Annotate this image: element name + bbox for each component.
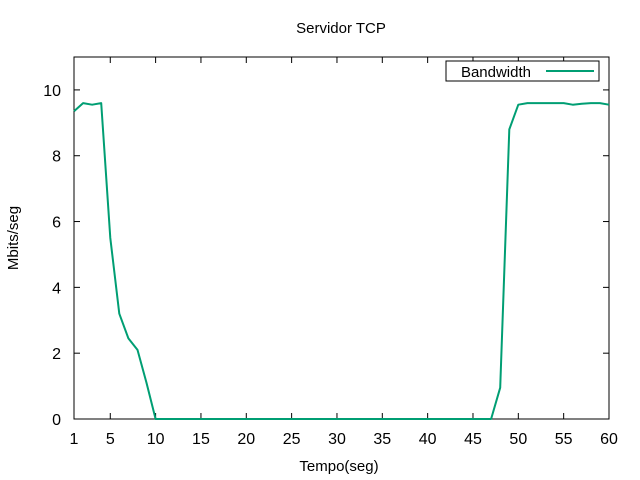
series-layer [73, 102, 610, 420]
y-tick-label: 6 [52, 215, 61, 232]
x-tick-label: 60 [600, 431, 618, 448]
x-tick-label: 55 [555, 431, 573, 448]
y-tick-label: 8 [52, 149, 61, 166]
x-axis-label: Tempo(seg) [299, 458, 378, 475]
y-tick-label: 10 [43, 83, 61, 100]
y-tick-label: 0 [52, 412, 61, 429]
series-line-0 [73, 102, 610, 420]
legend: Bandwidth [445, 60, 600, 82]
x-tick-label: 1 [70, 431, 79, 448]
x-tick-label: 40 [419, 431, 437, 448]
y-axis-label: Mbits/seg [5, 206, 22, 270]
x-tick-label: 5 [106, 431, 115, 448]
legend-box [445, 60, 600, 82]
x-tick-label: 35 [373, 431, 391, 448]
x-tick-label: 45 [464, 431, 482, 448]
y-tick-label: 4 [52, 280, 61, 297]
axis-ticks [73, 57, 610, 420]
x-tick-label: 15 [192, 431, 210, 448]
x-tick-label: 10 [147, 431, 165, 448]
y-tick-label: 2 [52, 346, 61, 363]
plot-frame [73, 56, 610, 420]
x-tick-label: 20 [237, 431, 255, 448]
chart-title: Servidor TCP [296, 20, 386, 37]
x-tick-label: 30 [328, 431, 346, 448]
x-tick-label: 25 [283, 431, 301, 448]
x-tick-label: 50 [509, 431, 527, 448]
legend-label-bandwidth: Bandwidth [461, 64, 531, 81]
